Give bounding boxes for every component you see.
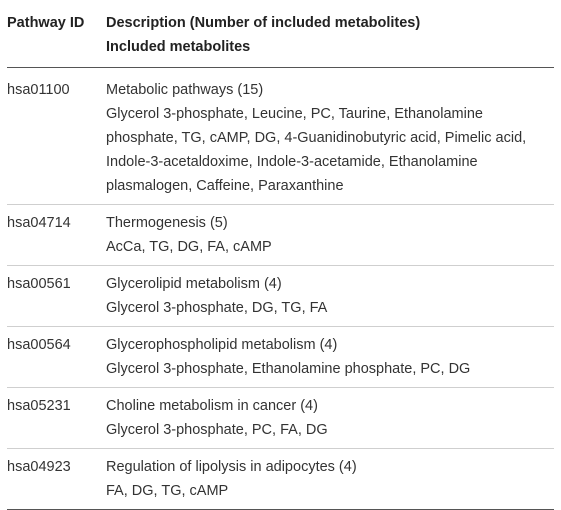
pathway-id-cell: hsa01100 bbox=[7, 82, 70, 98]
table-row: hsa04923 Regulation of lipolysis in adip… bbox=[7, 449, 554, 510]
table-row: hsa04714 Thermogenesis (5) AcCa, TG, DG,… bbox=[7, 205, 554, 266]
metabolites-line: Glycerol 3-phosphate, Leucine, PC, Tauri… bbox=[106, 106, 483, 122]
header-included-metabolites: Included metabolites bbox=[106, 39, 251, 55]
pathway-id-cell: hsa05231 bbox=[7, 398, 71, 414]
metabolites-line: Glycerol 3-phosphate, PC, FA, DG bbox=[106, 422, 328, 438]
description-cell: Metabolic pathways (15) Glycerol 3-phosp… bbox=[106, 78, 554, 198]
description-cell: Glycerolipid metabolism (4) Glycerol 3-p… bbox=[106, 272, 554, 320]
pathway-id-cell: hsa04714 bbox=[7, 215, 71, 231]
metabolites-line: phosphate, TG, cAMP, DG, 4-Guanidinobuty… bbox=[106, 130, 527, 146]
table-row: hsa00564 Glycerophospholipid metabolism … bbox=[7, 327, 554, 388]
metabolites-line: plasmalogen, Caffeine, Paraxanthine bbox=[106, 178, 344, 194]
pathway-description: Regulation of lipolysis in adipocytes (4… bbox=[106, 459, 357, 475]
pathway-id-cell: hsa00564 bbox=[7, 337, 71, 353]
header-description-column: Description (Number of included metaboli… bbox=[106, 11, 554, 67]
metabolites-line: AcCa, TG, DG, FA, cAMP bbox=[106, 239, 272, 255]
pathway-table: Pathway ID Description (Number of includ… bbox=[7, 0, 554, 510]
pathway-description: Glycerolipid metabolism (4) bbox=[106, 276, 282, 292]
table-row: hsa01100 Metabolic pathways (15) Glycero… bbox=[7, 76, 554, 205]
table-row: hsa05231 Choline metabolism in cancer (4… bbox=[7, 388, 554, 449]
pathway-description: Metabolic pathways (15) bbox=[106, 82, 264, 98]
pathway-description: Choline metabolism in cancer (4) bbox=[106, 398, 318, 414]
description-cell: Choline metabolism in cancer (4) Glycero… bbox=[106, 394, 554, 442]
description-cell: Regulation of lipolysis in adipocytes (4… bbox=[106, 455, 554, 503]
metabolites-line: FA, DG, TG, cAMP bbox=[106, 483, 229, 499]
table-header: Pathway ID Description (Number of includ… bbox=[7, 0, 554, 68]
table-row: hsa00561 Glycerolipid metabolism (4) Gly… bbox=[7, 266, 554, 327]
pathway-description: Thermogenesis (5) bbox=[106, 215, 228, 231]
metabolites-line: Glycerol 3-phosphate, Ethanolamine phosp… bbox=[106, 361, 471, 377]
pathway-id-cell: hsa00561 bbox=[7, 276, 71, 292]
pathway-id-cell: hsa04923 bbox=[7, 459, 71, 475]
metabolites-line: Glycerol 3-phosphate, DG, TG, FA bbox=[106, 300, 328, 316]
header-description: Description (Number of included metaboli… bbox=[106, 15, 421, 31]
metabolites-line: Indole-3-acetaldoxime, Indole-3-acetamid… bbox=[106, 154, 478, 170]
table-body: hsa01100 Metabolic pathways (15) Glycero… bbox=[7, 68, 554, 510]
header-pathway-id: Pathway ID bbox=[7, 15, 85, 31]
description-cell: Thermogenesis (5) AcCa, TG, DG, FA, cAMP bbox=[106, 211, 554, 259]
pathway-description: Glycerophospholipid metabolism (4) bbox=[106, 337, 338, 353]
description-cell: Glycerophospholipid metabolism (4) Glyce… bbox=[106, 333, 554, 381]
